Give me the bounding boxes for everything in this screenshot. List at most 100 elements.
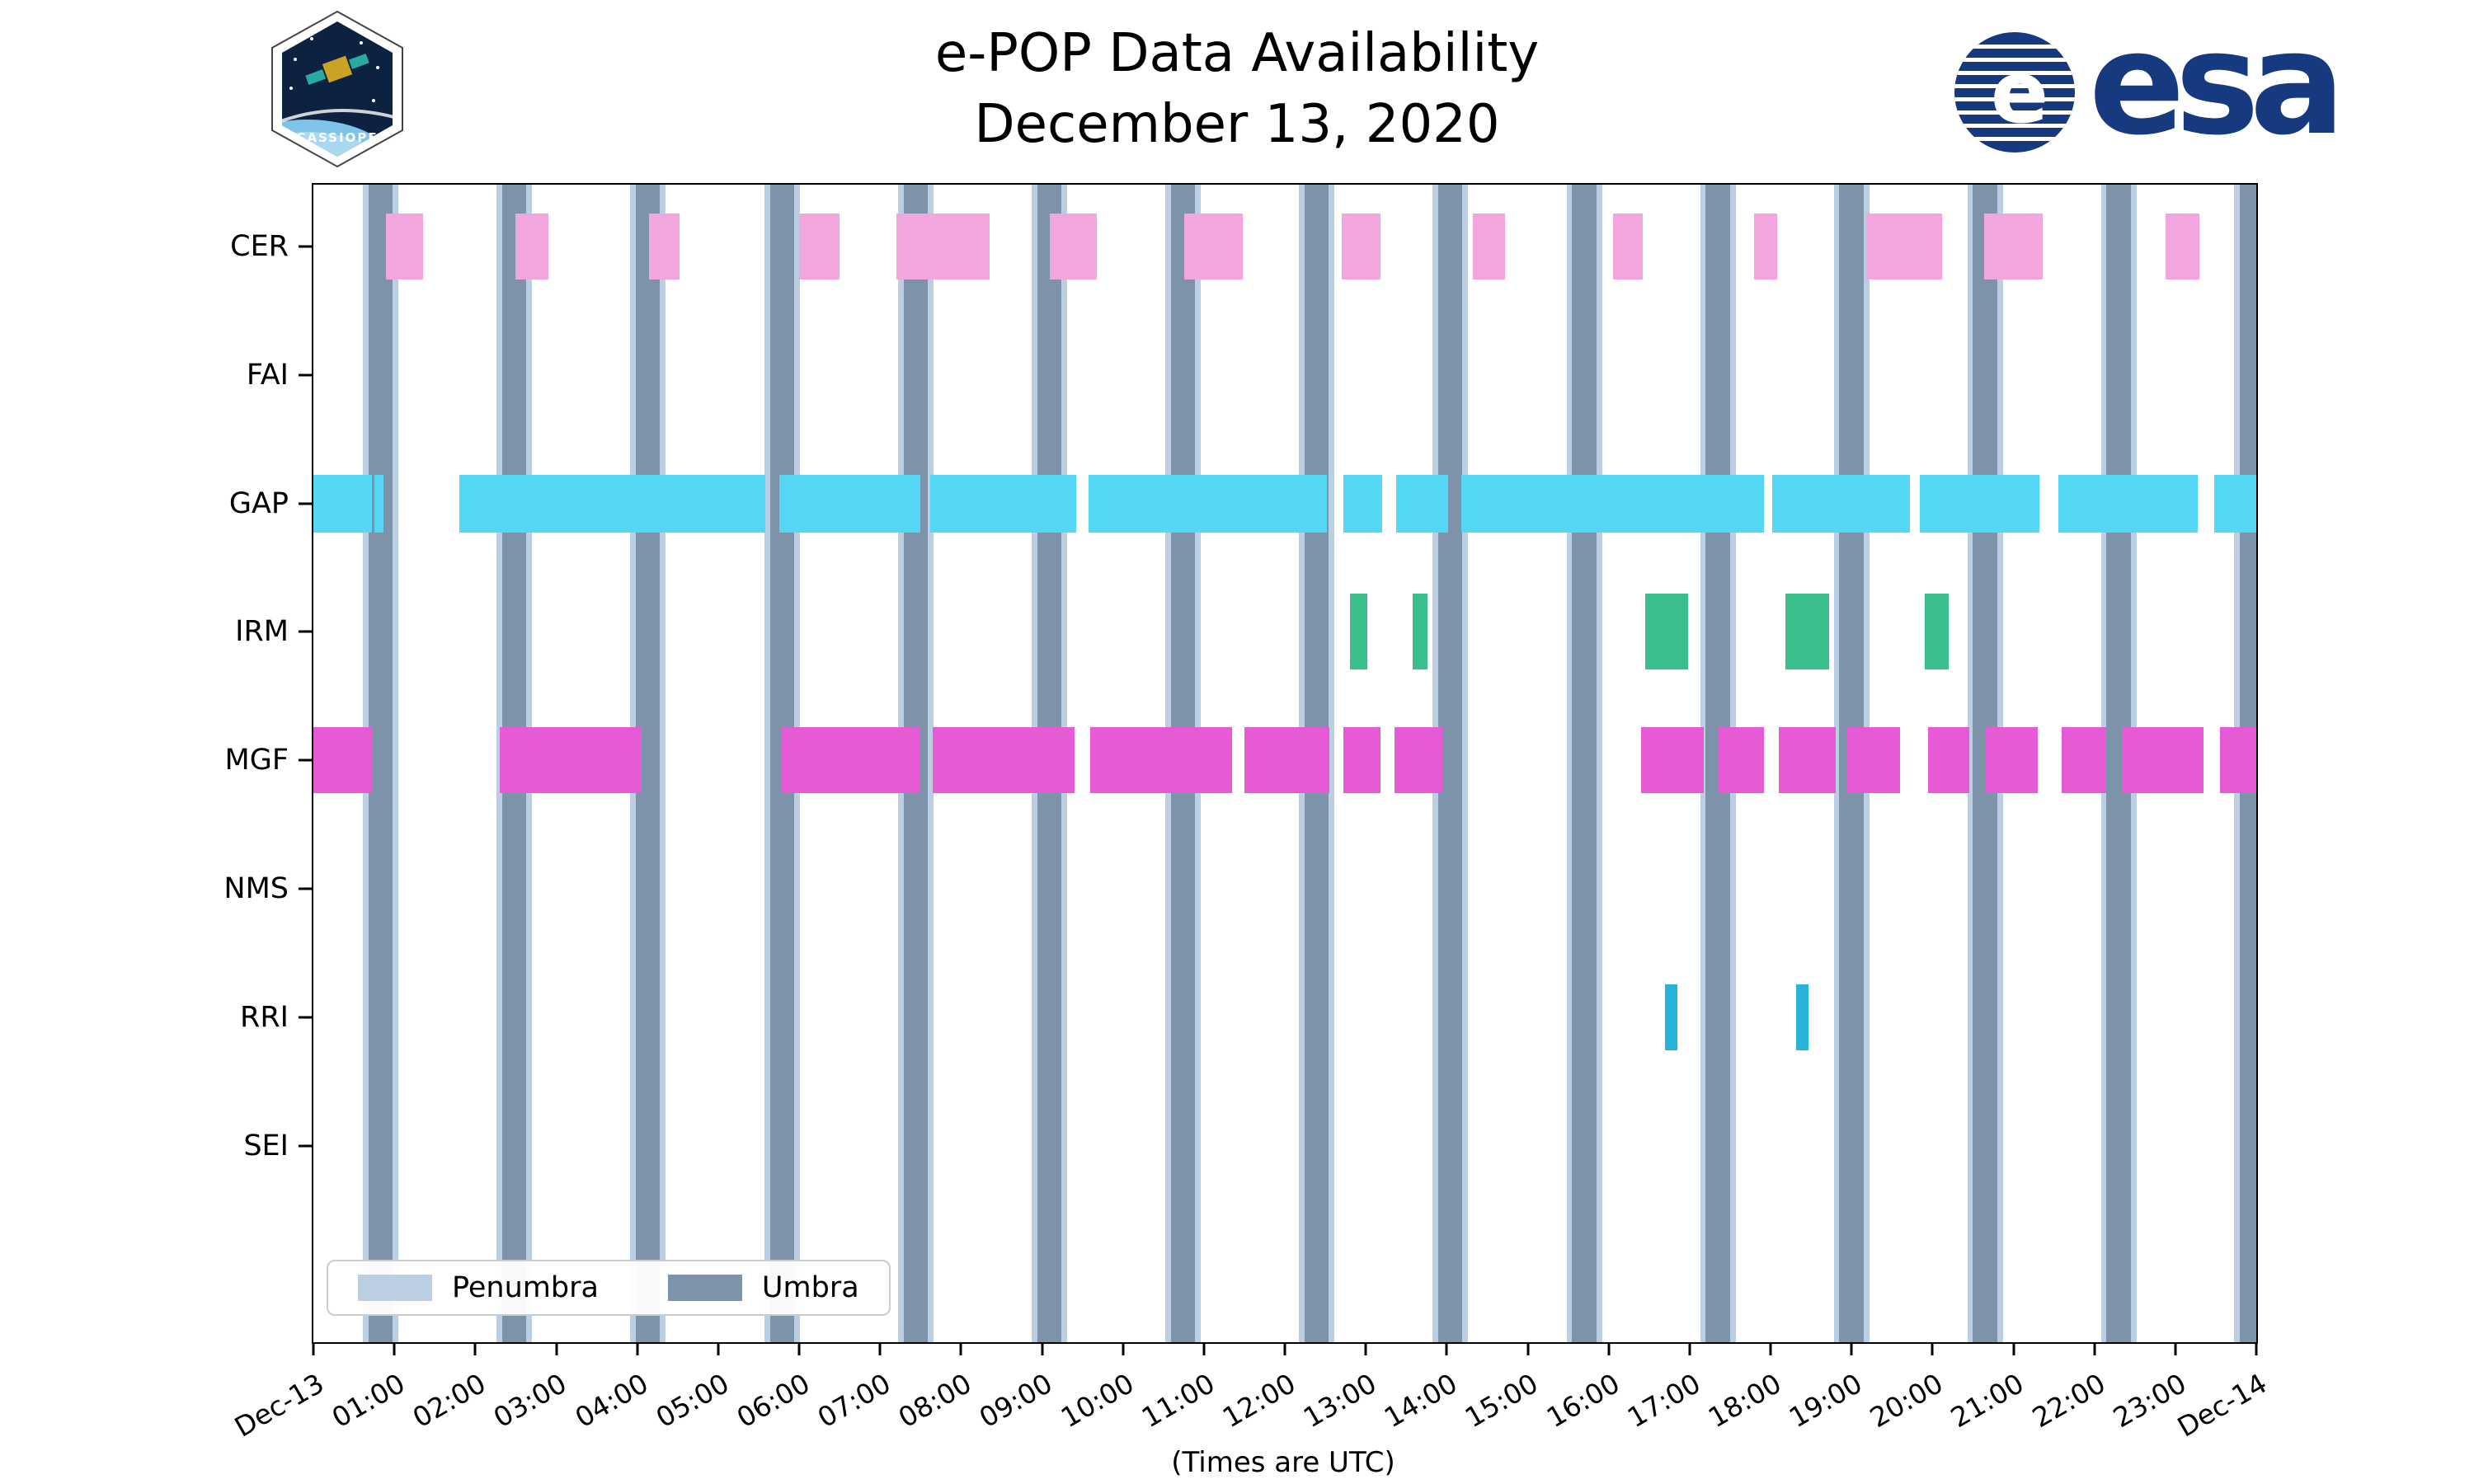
x-tick-label: 21:00 (1945, 1367, 2030, 1435)
availability-bar-gap (374, 474, 384, 533)
patch-satellite (305, 54, 369, 85)
availability-bar-mgf (1090, 727, 1233, 794)
availability-bar-gap (1461, 474, 1765, 533)
availability-bar-mgf (499, 727, 642, 794)
availability-bar-irm (1644, 594, 1688, 670)
availability-bar-rri (1665, 984, 1678, 1050)
y-tick (299, 758, 312, 762)
y-tick (299, 502, 312, 505)
row-label-rri: RRI (240, 1000, 289, 1034)
availability-bar-mgf (932, 727, 1075, 794)
umbra-band (368, 185, 393, 1342)
x-tick-label: 03:00 (488, 1367, 572, 1435)
x-tick-label: 10:00 (1055, 1367, 1140, 1435)
esa-logo: e esa (1952, 13, 2345, 163)
x-tick (959, 1342, 962, 1355)
x-tick (1445, 1342, 1448, 1355)
x-tick (1202, 1342, 1206, 1355)
availability-bar-gap (1919, 474, 2039, 533)
availability-bar-mgf (2062, 727, 2107, 794)
availability-bar-mgf (1343, 727, 1380, 794)
x-tick-label: 19:00 (1783, 1367, 1868, 1435)
availability-bar-gap (1396, 474, 1449, 533)
availability-bar-mgf (1985, 727, 2038, 794)
x-tick-label: 02:00 (407, 1367, 492, 1435)
availability-bar-gap (1089, 474, 1328, 533)
availability-bar-gap (1343, 474, 1382, 533)
x-tick (1931, 1342, 1934, 1355)
x-tick-label: 07:00 (811, 1367, 896, 1435)
availability-bar-irm (1413, 594, 1427, 670)
y-tick (299, 373, 312, 377)
availability-bar-mgf (1394, 727, 1443, 794)
x-tick (312, 1342, 315, 1355)
availability-bar-mgf (2219, 727, 2256, 794)
x-tick (2093, 1342, 2096, 1355)
availability-bar-cer (896, 214, 990, 279)
x-tick (1283, 1342, 1286, 1355)
x-tick (1526, 1342, 1529, 1355)
x-tick (1850, 1342, 1853, 1355)
x-tick-label: 12:00 (1216, 1367, 1301, 1435)
x-tick (1122, 1342, 1125, 1355)
availability-bar-cer (515, 214, 548, 279)
availability-bar-gap (930, 474, 1076, 533)
availability-bar-cer (386, 214, 423, 279)
x-tick-label: 14:00 (1378, 1367, 1463, 1435)
availability-bar-rri (1796, 984, 1809, 1050)
availability-bar-cer (1754, 214, 1777, 279)
availability-bar-cer (1341, 214, 1380, 279)
legend-item-penumbra: Penumbra (358, 1271, 599, 1304)
x-tick-label: 18:00 (1702, 1367, 1787, 1435)
availability-bar-gap (313, 474, 372, 533)
availability-bar-gap (1771, 474, 1910, 533)
x-tick-label: 11:00 (1136, 1367, 1221, 1435)
availability-bar-mgf (1718, 727, 1765, 794)
y-tick (299, 887, 312, 890)
x-tick (473, 1342, 477, 1355)
legend: Penumbra Umbra (327, 1260, 891, 1316)
x-tick (1769, 1342, 1772, 1355)
x-tick (2012, 1342, 2015, 1355)
availability-chart: Dec-13 01:00 02:00 03:00 04:00 05:00 06:00 07:0… (223, 183, 2273, 1444)
umbra-band (1572, 185, 1597, 1342)
availability-bar-gap (2213, 474, 2256, 533)
x-tick-label: 06:00 (731, 1367, 816, 1435)
availability-bar-mgf (1640, 727, 1705, 794)
availability-bar-gap (779, 474, 921, 533)
row-label-fai: FAI (246, 358, 289, 392)
availability-bar-gap (459, 474, 765, 533)
legend-item-umbra: Umbra (667, 1271, 859, 1304)
row-label-mgf: MGF (224, 744, 289, 777)
row-label-nms: NMS (223, 872, 289, 905)
availability-bar-cer (1050, 214, 1098, 279)
esa-globe-icon: e (1954, 32, 2075, 153)
y-tick (299, 1144, 312, 1148)
x-tick-label: 09:00 (974, 1367, 1058, 1435)
x-tick (1607, 1342, 1611, 1355)
availability-bar-cer (1865, 214, 1943, 279)
x-tick (717, 1342, 720, 1355)
availability-bar-irm (1785, 594, 1829, 670)
x-tick-label: Dec-13 (229, 1367, 330, 1444)
availability-bar-cer (1984, 214, 2043, 279)
legend-label-penumbra: Penumbra (452, 1271, 599, 1304)
availability-bar-cer (1472, 214, 1505, 279)
patch-mission-name: CASSIOPE (296, 130, 378, 145)
availability-bar-irm (1924, 594, 1949, 670)
x-tick-label: 05:00 (650, 1367, 735, 1435)
x-tick-label: 20:00 (1864, 1367, 1949, 1435)
availability-bar-irm (1349, 594, 1368, 670)
availability-bar-mgf (1244, 727, 1329, 794)
chart-subtitle: December 13, 2020 (974, 94, 1500, 156)
x-tick-label: 08:00 (892, 1367, 977, 1435)
y-tick (299, 245, 312, 248)
x-tick (1364, 1342, 1367, 1355)
x-tick-label: 13:00 (1297, 1367, 1382, 1435)
availability-bar-mgf (1928, 727, 1969, 794)
cassiope-mission-logo: CASSIOPE (262, 10, 412, 168)
availability-bar-cer (799, 214, 840, 279)
chart-title-block: e-POP Data Availability December 13, 202… (0, 18, 2474, 161)
y-tick (299, 1016, 312, 1019)
chart-title: e-POP Data Availability (934, 23, 1540, 84)
